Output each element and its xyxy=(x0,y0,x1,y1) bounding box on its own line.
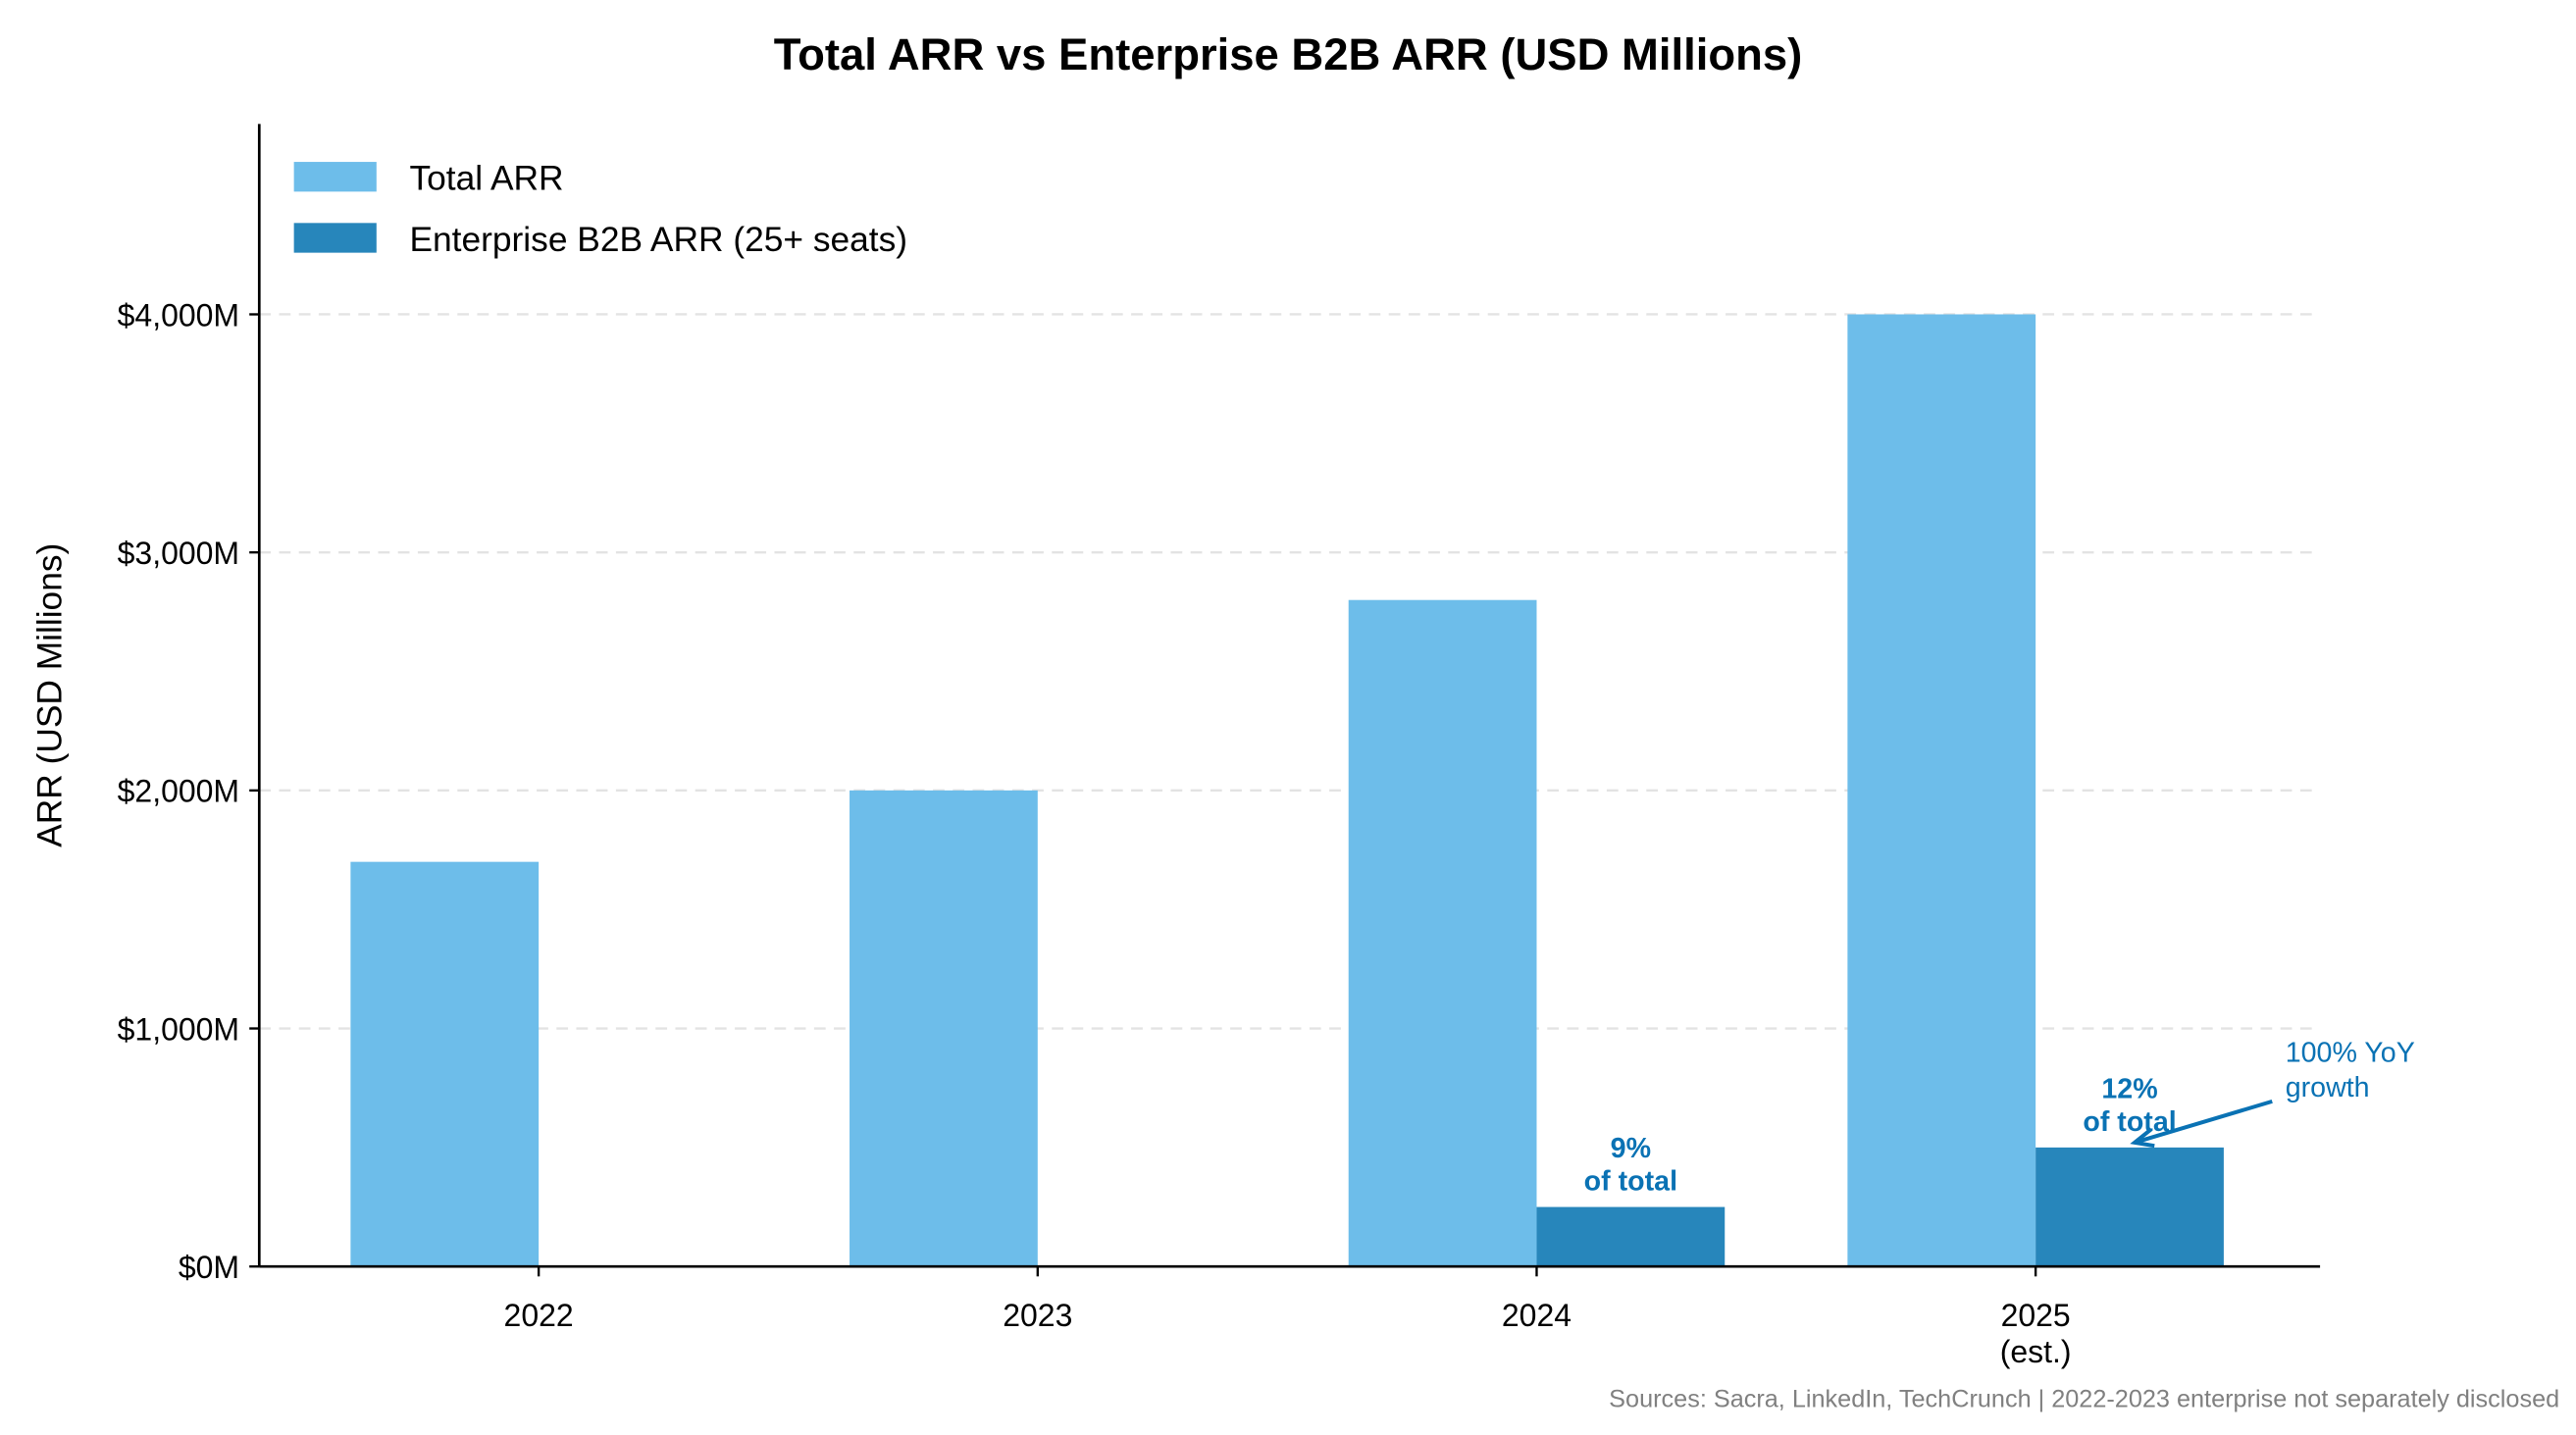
y-axis-label: ARR (USD Millions) xyxy=(30,543,69,847)
annotation-arrow xyxy=(2134,1099,2273,1145)
bar-total-arr xyxy=(1847,314,2036,1267)
x-tick-label: 2025 xyxy=(2001,1298,2071,1333)
bar-enterprise-arr xyxy=(2035,1147,2224,1267)
legend: Total ARR Enterprise B2B ARR (25+ seats) xyxy=(293,160,907,259)
x-tick-label: 2023 xyxy=(1003,1298,1072,1333)
bar-enterprise-arr xyxy=(1536,1206,1726,1267)
x-tick-label: 2022 xyxy=(504,1298,574,1333)
footnote: Sources: Sacra, LinkedIn, TechCrunch | 2… xyxy=(1609,1385,2559,1412)
legend-label: Enterprise B2B ARR (25+ seats) xyxy=(409,221,907,259)
annotation-text: 100% YoY xyxy=(2286,1037,2415,1068)
legend-label: Total ARR xyxy=(409,160,563,198)
annotation-text: of total xyxy=(1584,1166,1677,1198)
annotation-text: 12% xyxy=(2101,1073,2157,1104)
bar-total-arr xyxy=(1348,599,1537,1267)
y-tick-label: $1,000M xyxy=(118,1011,239,1047)
y-tick-label: $3,000M xyxy=(118,536,239,571)
gridlines xyxy=(259,313,2321,1030)
arrowhead-icon xyxy=(2130,1127,2155,1149)
bar-total-arr xyxy=(350,861,540,1267)
y-ticks: $0M $1,000M $2,000M $3,000M $4,000M xyxy=(118,297,260,1285)
legend-swatch xyxy=(293,223,377,253)
annotation-text: of total xyxy=(2083,1106,2176,1138)
y-tick-label: $4,000M xyxy=(118,297,239,333)
y-tick-label: $2,000M xyxy=(118,774,239,809)
x-tick-label: (est.) xyxy=(2000,1334,2072,1369)
y-tick-label: $0M xyxy=(179,1250,239,1285)
bars xyxy=(350,314,2224,1267)
annotation-text: growth xyxy=(2286,1072,2370,1103)
x-ticks: 2022 2023 2024 2025(est.) xyxy=(504,1266,2072,1369)
chart-title: Total ARR vs Enterprise B2B ARR (USD Mil… xyxy=(774,29,1803,79)
annotation-text: 9% xyxy=(1611,1133,1651,1164)
legend-swatch xyxy=(293,162,377,192)
x-tick-label: 2024 xyxy=(1502,1298,1571,1333)
bar-total-arr xyxy=(850,790,1038,1267)
